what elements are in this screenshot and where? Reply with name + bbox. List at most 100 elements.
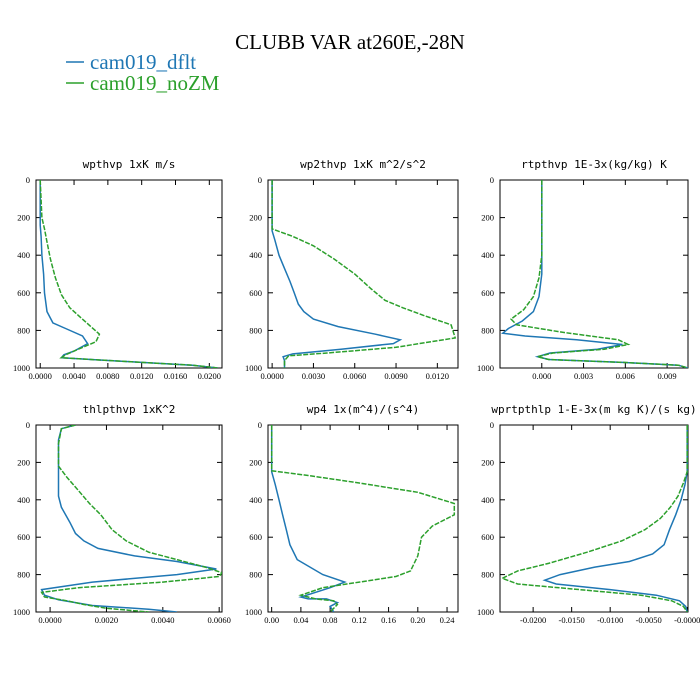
x-tick-label: 0.0060 xyxy=(207,615,230,625)
panel-frame xyxy=(267,179,459,369)
figure-title: CLUBB VAR at260E,-28N xyxy=(235,30,465,54)
panel-title: thlpthvp 1xK^2 xyxy=(83,403,176,416)
legend-label-nozm: cam019_noZM xyxy=(90,71,220,95)
y-tick-label: 400 xyxy=(481,250,494,260)
y-tick-label: 0 xyxy=(258,175,262,185)
panel-frame xyxy=(35,424,223,613)
y-tick-label: 200 xyxy=(17,213,30,223)
legend: cam019_dflt cam019_noZM xyxy=(66,50,220,95)
y-tick-label: 0 xyxy=(26,420,30,430)
x-tick-label: 0.009 xyxy=(658,371,677,381)
y-tick-label: 200 xyxy=(249,213,262,223)
x-tick-label: 0.0000 xyxy=(260,371,283,381)
panel-title: rtpthvp 1E-3x(kg/kg) K xyxy=(521,158,667,171)
panel-frame xyxy=(499,179,689,369)
x-tick-label: -0.0000 xyxy=(674,615,700,625)
panel-title: wp4 1x(m^4)/(s^4) xyxy=(307,403,420,416)
y-tick-label: 200 xyxy=(481,457,494,467)
y-tick-label: 800 xyxy=(481,570,494,580)
series-line-cam019_dflt xyxy=(39,180,218,368)
y-tick-label: 0 xyxy=(26,175,30,185)
y-tick-label: 400 xyxy=(249,250,262,260)
y-tick-label: 400 xyxy=(249,495,262,505)
panel-frame xyxy=(499,424,689,613)
y-tick-label: 600 xyxy=(481,288,494,298)
y-tick-label: 0 xyxy=(258,420,262,430)
x-tick-label: 0.0200 xyxy=(198,371,221,381)
panel-4: thlpthvp 1xK^2 0.0000 0.0020 0.0040 0.0060 0 2… xyxy=(13,403,231,625)
x-tick-label: 0.16 xyxy=(381,615,396,625)
x-tick-label: 0.0000 xyxy=(38,615,61,625)
y-tick-label: 800 xyxy=(17,325,30,335)
y-tick-label: 1000 xyxy=(245,607,262,617)
x-tick-label: 0.0040 xyxy=(151,615,174,625)
x-tick-label: 0.0060 xyxy=(343,371,366,381)
x-tick-label: 0.12 xyxy=(352,615,367,625)
y-tick-label: 800 xyxy=(481,325,494,335)
x-tick-label: 0.006 xyxy=(616,371,635,381)
x-tick-label: 0.000 xyxy=(532,371,551,381)
series-line-cam019_noZM xyxy=(500,425,688,612)
x-tick-label: -0.0050 xyxy=(636,615,662,625)
y-tick-label: 400 xyxy=(17,250,30,260)
legend-label-dflt: cam019_dflt xyxy=(90,50,196,74)
panel-title: wp2thvp 1xK m^2/s^2 xyxy=(300,158,426,171)
y-tick-label: 0 xyxy=(490,420,494,430)
series-line-cam019_noZM xyxy=(509,180,688,368)
panels: wpthvp 1xK m/s0.0000 0.0040 0.0080 0.0120 0.… xyxy=(13,158,700,625)
y-tick-label: 1000 xyxy=(477,363,494,373)
y-tick-label: 1000 xyxy=(13,607,30,617)
x-tick-label: -0.0150 xyxy=(559,615,585,625)
panel-3: rtpthvp 1E-3x(kg/kg) K 0.000 0.003 0.006 0.0… xyxy=(477,158,689,381)
panel-5: wp4 1x(m^4)/(s^4) 0.00 0.04 0.08 0.12 0.16 0.2… xyxy=(245,403,459,625)
x-tick-label: 0.20 xyxy=(410,615,425,625)
x-tick-label: 0.04 xyxy=(293,615,309,625)
y-tick-label: 0 xyxy=(490,175,494,185)
panel-title: wprtpthlp 1-E-3x(m kg K)/(s kg) xyxy=(491,403,696,416)
x-tick-label: 0.003 xyxy=(574,371,593,381)
y-tick-label: 1000 xyxy=(477,607,494,617)
panel-6: wprtpthlp 1-E-3x(m kg K)/(s kg) -0.0200 -0… xyxy=(477,403,700,625)
x-tick-label: 0.0160 xyxy=(164,371,187,381)
x-tick-label: -0.0200 xyxy=(520,615,546,625)
x-tick-label: 0.24 xyxy=(440,615,456,625)
panel-title: wpthvp 1xK m/s xyxy=(83,158,176,171)
x-tick-label: 0.0030 xyxy=(302,371,325,381)
y-tick-label: 1000 xyxy=(245,363,262,373)
x-tick-label: 0.0120 xyxy=(426,371,449,381)
panel-2: wp2thvp 1xK m^2/s^2 0.0000 0.0030 0.0060 0.0… xyxy=(245,158,459,381)
y-tick-label: 600 xyxy=(249,532,262,542)
series-line-cam019_noZM xyxy=(271,180,457,368)
series-line-cam019_noZM xyxy=(40,425,222,612)
y-tick-label: 600 xyxy=(481,532,494,542)
series-line-cam019_dflt xyxy=(40,425,217,612)
x-tick-label: 0.0040 xyxy=(62,371,85,381)
series-line-cam019_noZM xyxy=(270,425,456,612)
x-tick-label: 0.0120 xyxy=(130,371,153,381)
x-tick-label: 0.0090 xyxy=(384,371,407,381)
series-line-cam019_noZM xyxy=(39,180,218,368)
y-tick-label: 200 xyxy=(481,213,494,223)
panel-frame xyxy=(267,424,459,613)
x-tick-label: -0.0100 xyxy=(597,615,623,625)
y-tick-label: 1000 xyxy=(13,363,30,373)
y-tick-label: 600 xyxy=(249,288,262,298)
panel-frame xyxy=(35,179,223,369)
x-tick-label: 0.0000 xyxy=(29,371,52,381)
y-tick-label: 800 xyxy=(17,570,30,580)
series-line-cam019_dflt xyxy=(542,425,688,612)
series-line-cam019_dflt xyxy=(271,180,403,368)
panel-1: wpthvp 1xK m/s 0.0000 0.0040 0.0080 0.0120 0.… xyxy=(13,158,223,381)
y-tick-label: 400 xyxy=(17,495,30,505)
series-line-cam019_dflt xyxy=(501,180,688,368)
y-tick-label: 600 xyxy=(17,288,30,298)
y-tick-label: 600 xyxy=(17,532,30,542)
x-tick-label: 0.0020 xyxy=(95,615,118,625)
series-line-cam019_dflt xyxy=(270,425,347,612)
x-tick-label: 0.08 xyxy=(323,615,338,625)
y-tick-label: 800 xyxy=(249,325,262,335)
x-tick-label: 0.00 xyxy=(264,615,279,625)
y-tick-label: 200 xyxy=(249,457,262,467)
x-tick-label: 0.0080 xyxy=(96,371,119,381)
